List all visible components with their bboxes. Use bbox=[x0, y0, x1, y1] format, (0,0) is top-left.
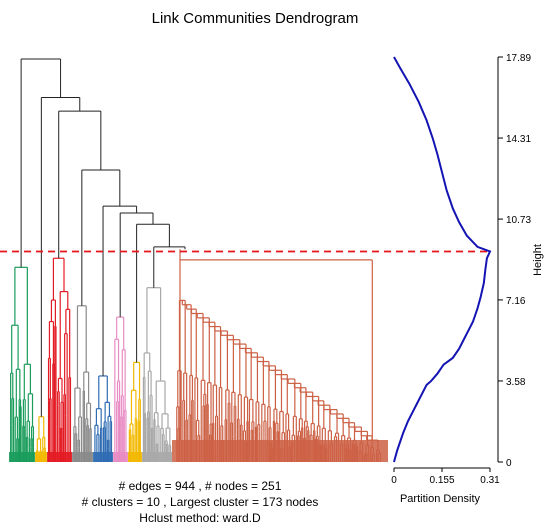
cluster-5 bbox=[93, 375, 113, 462]
y-tick-label: 0 bbox=[506, 458, 512, 469]
density-x-tick-label: 0.155 bbox=[429, 475, 454, 486]
cluster-base-band bbox=[172, 440, 388, 462]
chart-title: Link Communities Dendrogram bbox=[152, 10, 359, 27]
cluster-2 bbox=[35, 416, 47, 462]
upper-merges bbox=[20, 58, 186, 417]
footer-line-2: # clusters = 10 , Largest cluster = 173 … bbox=[82, 495, 319, 509]
cluster-6 bbox=[113, 316, 128, 462]
y-tick-label: 10.73 bbox=[506, 215, 531, 226]
cluster-base-band bbox=[35, 452, 47, 462]
cluster-base-band bbox=[9, 452, 35, 462]
y-tick-label: 14.31 bbox=[506, 134, 531, 145]
cluster-base-band bbox=[142, 452, 172, 462]
cluster-9 bbox=[172, 249, 388, 462]
footer-line-1: # edges = 944 , # nodes = 251 bbox=[119, 479, 282, 493]
footer-line-3: Hclust method: ward.D bbox=[139, 511, 261, 525]
y-tick-label: 17.89 bbox=[506, 53, 531, 64]
density-x-axis-label: Partition Density bbox=[400, 493, 481, 505]
dendrogram-branches bbox=[9, 58, 388, 462]
y-axis-label: Height bbox=[532, 244, 544, 276]
y-axis: 0 3.58 7.16 10.73 14.31 17.89 bbox=[497, 53, 531, 469]
cluster-base-band bbox=[128, 452, 142, 462]
cluster-4 bbox=[72, 305, 93, 462]
density-x-axis: 0 0.155 0.31 bbox=[391, 467, 500, 486]
density-x-tick-label: 0 bbox=[391, 475, 397, 486]
cluster-base-band bbox=[47, 452, 72, 462]
cluster-8 bbox=[142, 287, 172, 462]
y-tick-label: 7.16 bbox=[506, 296, 526, 307]
cluster-7 bbox=[128, 361, 142, 462]
partition-density-group bbox=[393, 56, 492, 463]
density-x-tick-label: 0.31 bbox=[480, 475, 500, 486]
partition-density-line bbox=[393, 56, 492, 463]
cluster-base-band bbox=[72, 452, 93, 462]
cluster-base-band bbox=[93, 452, 113, 462]
y-tick-label: 3.58 bbox=[506, 377, 526, 388]
cluster-1 bbox=[9, 266, 35, 462]
cluster-base-band bbox=[113, 452, 128, 462]
cluster-3 bbox=[47, 257, 72, 462]
